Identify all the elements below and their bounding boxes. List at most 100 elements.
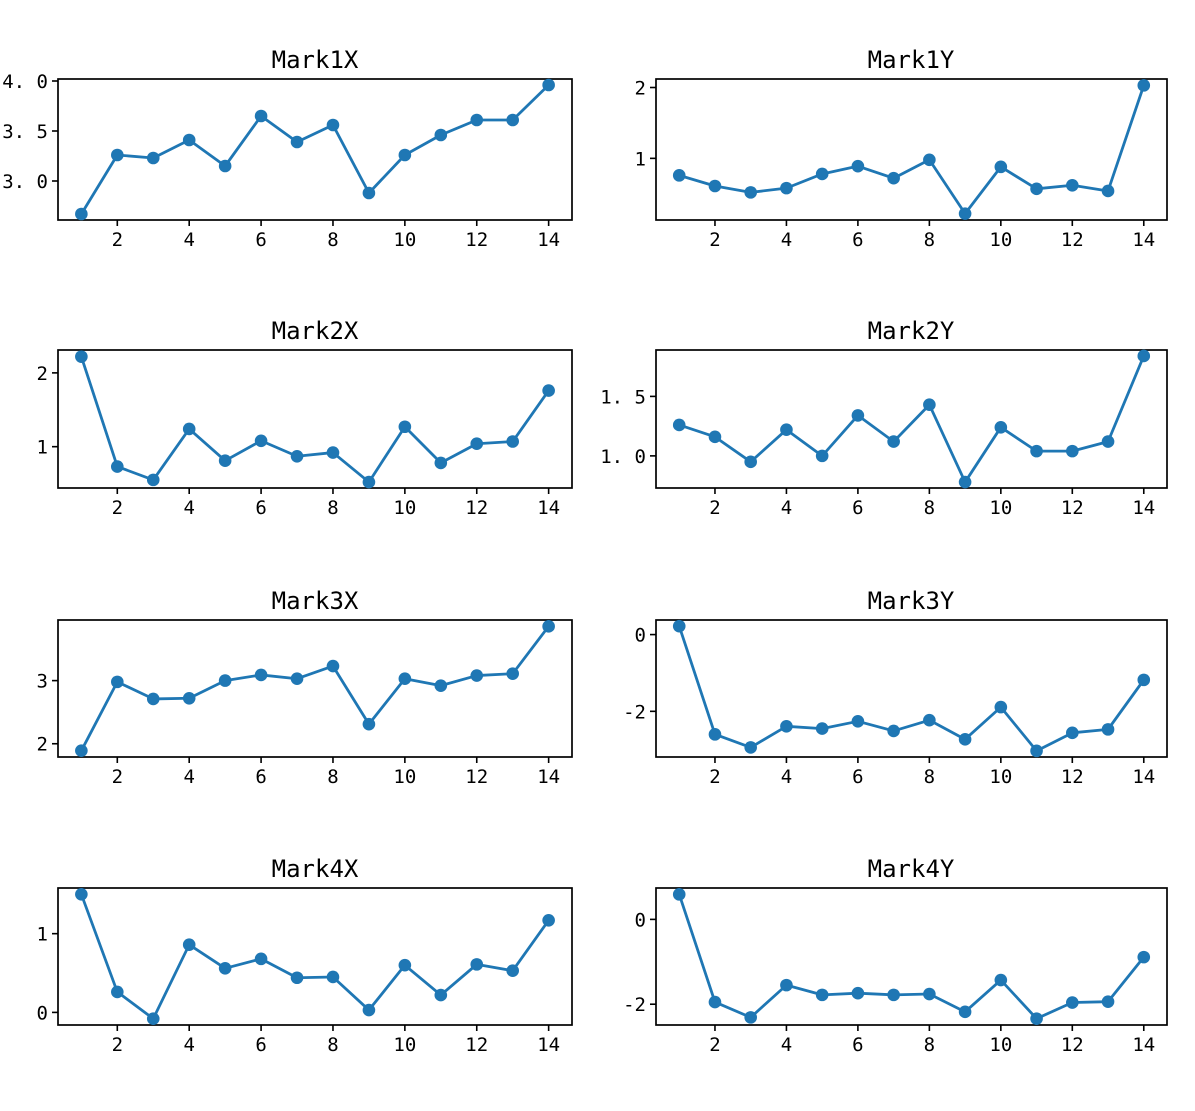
data-point-marker (780, 423, 793, 437)
data-point-marker (1066, 996, 1079, 1009)
data-point-marker (254, 109, 268, 123)
data-point-marker (672, 418, 686, 432)
data-point-marker (111, 148, 124, 162)
x-tick-label: 10 (393, 766, 416, 788)
data-point-marker (672, 169, 686, 182)
data-point-marker (1066, 444, 1079, 458)
data-point-marker (542, 384, 555, 397)
x-tick-label: 10 (393, 229, 416, 251)
plot-frame (655, 78, 1168, 221)
data-point-marker (254, 668, 268, 682)
subplot-mark2y: Mark2Y 2 4 6 8 10 12 14 1. 0 1. 5 (600, 317, 1168, 519)
axes-mark4y: 2 4 6 8 10 12 14 -2 0 (623, 887, 1168, 1056)
data-point-marker (887, 988, 900, 1002)
y-tick-label: 3. 0 (2, 171, 48, 193)
x-tick-label: 4 (781, 497, 792, 519)
y-tick-label: 2 (635, 78, 646, 100)
plot-frame (57, 619, 573, 758)
x-tick-label: 6 (852, 766, 863, 788)
data-point-marker (887, 724, 900, 738)
y-tick-label: 1 (37, 924, 48, 946)
x-tick-label: 2 (112, 1034, 123, 1056)
data-point-marker (958, 733, 972, 746)
series-line (79, 355, 551, 484)
x-tick-label: 6 (255, 1034, 266, 1056)
data-point-marker (1137, 950, 1151, 964)
series-line (79, 624, 551, 753)
data-point-marker (708, 430, 722, 444)
data-point-marker (326, 659, 340, 673)
data-point-marker (815, 167, 829, 181)
x-tick-label: 2 (709, 497, 720, 519)
x-tick-label: 4 (183, 497, 194, 519)
data-point-marker (851, 409, 865, 422)
plot-frame (57, 349, 573, 489)
data-point-marker (75, 207, 88, 221)
y-tick-label: 4. 0 (2, 71, 48, 93)
x-tick-label: 14 (537, 1034, 560, 1056)
axes-mark1x: 2 4 6 8 10 12 14 3. 0 3. 5 4. 0 (2, 71, 573, 251)
data-point-marker (111, 985, 124, 999)
x-tick-label: 12 (465, 1034, 488, 1056)
data-point-marker (75, 744, 88, 757)
subplot-title-mark1x: Mark1X (272, 46, 359, 74)
x-tick-label: 14 (537, 766, 560, 788)
data-point-marker (1137, 673, 1151, 687)
y-tick-label: 3. 5 (2, 121, 48, 143)
subplot-mark3y: Mark3Y 2 4 6 8 10 12 14 -2 0 (623, 587, 1168, 788)
data-point-marker (146, 692, 160, 706)
plot-frame (655, 887, 1168, 1026)
data-point-marker (994, 973, 1008, 987)
x-tick-label: 8 (327, 229, 338, 251)
data-point-marker (1030, 744, 1043, 758)
x-tick-label: 12 (1061, 1034, 1084, 1056)
x-tick-label: 6 (255, 229, 266, 251)
y-tick-label: 1. 0 (600, 446, 646, 468)
data-point-marker (398, 148, 412, 162)
data-point-marker (290, 449, 304, 463)
data-point-marker (851, 986, 865, 1000)
series-line (677, 892, 1146, 1021)
y-tick-label: 0 (635, 625, 646, 647)
x-tick-label: 2 (709, 229, 720, 251)
data-point-marker (290, 672, 304, 686)
data-point-marker (1066, 178, 1079, 192)
subplot-title-mark4x: Mark4X (272, 855, 359, 883)
data-point-marker (75, 887, 88, 901)
data-point-marker (542, 78, 555, 92)
x-tick-label: 14 (1132, 497, 1155, 519)
data-point-marker (923, 987, 936, 1001)
x-tick-label: 14 (537, 497, 560, 519)
data-point-marker (1101, 184, 1115, 198)
x-tick-label: 4 (781, 1034, 792, 1056)
x-tick-label: 6 (852, 497, 863, 519)
data-point-marker (182, 938, 196, 951)
subplot-mark4x: Mark4X 2 4 6 8 10 12 14 0 1 (37, 855, 573, 1056)
data-point-marker (708, 179, 722, 193)
x-tick-label: 12 (465, 766, 488, 788)
data-point-marker (923, 153, 936, 167)
y-tick-label: 1 (37, 437, 48, 459)
x-tick-label: 6 (852, 229, 863, 251)
data-point-marker (218, 454, 232, 467)
y-tick-label: -2 (623, 701, 646, 723)
axes-mark2y: 2 4 6 8 10 12 14 1. 0 1. 5 (600, 349, 1168, 519)
data-point-marker (506, 113, 519, 127)
data-point-marker (1030, 1012, 1043, 1025)
y-tick-label: 0 (635, 909, 646, 931)
y-tick-label: 0 (37, 1002, 48, 1024)
data-point-marker (815, 722, 829, 735)
subplot-title-mark3x: Mark3X (272, 587, 359, 615)
data-point-marker (146, 1012, 160, 1026)
subplot-title-mark3y: Mark3Y (868, 587, 955, 615)
data-point-marker (326, 118, 340, 132)
data-point-marker (994, 160, 1008, 174)
data-point-marker (923, 398, 936, 412)
y-tick-label: -2 (623, 994, 646, 1016)
x-tick-label: 14 (1132, 1034, 1155, 1056)
data-point-marker (887, 171, 900, 185)
x-tick-label: 2 (709, 766, 720, 788)
data-point-marker (146, 473, 160, 487)
